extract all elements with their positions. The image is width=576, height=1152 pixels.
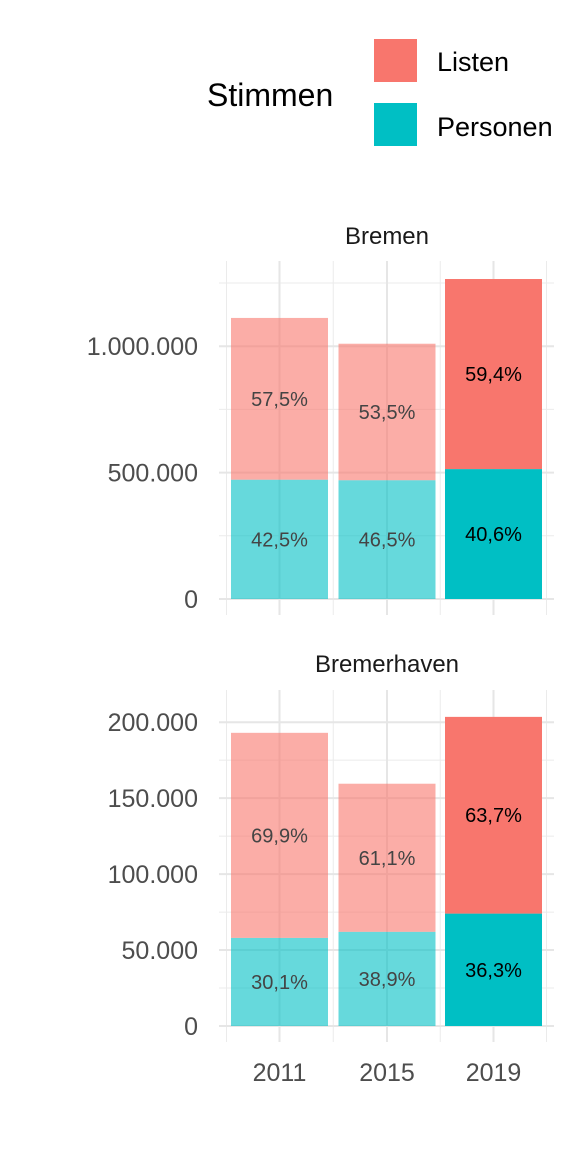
bar-listen-2011 <box>231 732 328 938</box>
data-label: 40,6% <box>465 524 522 546</box>
legend-key-personen <box>374 103 417 146</box>
panel-bremerhaven: Bremerhaven 30,1% 69,9% 38,9% 61,1% 36,3% 63,… <box>108 651 554 1042</box>
data-label: 46,5% <box>359 530 416 552</box>
data-label: 59,4% <box>465 364 522 386</box>
bar-listen-2019 <box>445 716 542 914</box>
bar-personen-2011 <box>231 937 328 1026</box>
legend-title: Stimmen <box>207 77 333 113</box>
data-label: 42,5% <box>251 529 308 551</box>
bar-listen-2019 <box>445 279 542 470</box>
y-tick-label: 50.000 <box>122 937 198 965</box>
bar-personen-2015 <box>338 480 436 599</box>
y-tick-label: 100.000 <box>108 861 198 889</box>
bar-listen-2015 <box>338 343 436 481</box>
y-axis-bremen: 0 500.000 1.000.000 <box>87 333 198 614</box>
panel-bremen: Bremen 42,5% 57,5% 46,5% 53,5% 40,6% 59,4% 0 5… <box>87 223 554 615</box>
y-tick-label: 150.000 <box>108 785 198 813</box>
data-label: 57,5% <box>251 389 308 411</box>
data-label: 69,9% <box>251 825 308 847</box>
panel-title-bremen: Bremen <box>345 223 429 250</box>
data-label: 53,5% <box>359 402 416 424</box>
bar-personen-2011 <box>231 479 328 599</box>
x-tick-label: 2015 <box>359 1059 415 1087</box>
y-tick-label: 0 <box>184 1013 198 1041</box>
panel-title-bremerhaven: Bremerhaven <box>315 651 459 678</box>
y-tick-label: 500.000 <box>108 460 198 488</box>
legend-label-personen: Personen <box>437 112 553 142</box>
data-label: 61,1% <box>359 848 416 870</box>
legend-label-listen: Listen <box>437 47 509 77</box>
legend: Stimmen Listen Personen <box>207 39 553 146</box>
y-axis-bremerhaven: 0 50.000 100.000 150.000 200.000 <box>108 709 198 1041</box>
bar-listen-2015 <box>338 783 436 932</box>
data-label: 63,7% <box>465 805 522 827</box>
bars-bremerhaven: 30,1% 69,9% 38,9% 61,1% 36,3% 63,7% <box>231 716 542 1026</box>
legend-key-listen <box>374 39 417 82</box>
data-label: 36,3% <box>465 960 522 982</box>
y-tick-label: 200.000 <box>108 709 198 737</box>
y-tick-label: 0 <box>184 586 198 614</box>
bar-personen-2015 <box>338 931 436 1026</box>
y-tick-label: 1.000.000 <box>87 333 198 361</box>
data-label: 30,1% <box>251 972 308 994</box>
x-tick-label: 2011 <box>253 1059 307 1087</box>
data-label: 38,9% <box>359 969 416 991</box>
bar-personen-2019 <box>445 469 542 599</box>
bar-listen-2011 <box>231 317 328 480</box>
x-axis: 2011 2015 2019 <box>253 1059 522 1087</box>
x-tick-label: 2019 <box>466 1059 522 1087</box>
bars-bremen: 42,5% 57,5% 46,5% 53,5% 40,6% 59,4% <box>231 279 542 599</box>
bar-personen-2019 <box>445 913 542 1026</box>
